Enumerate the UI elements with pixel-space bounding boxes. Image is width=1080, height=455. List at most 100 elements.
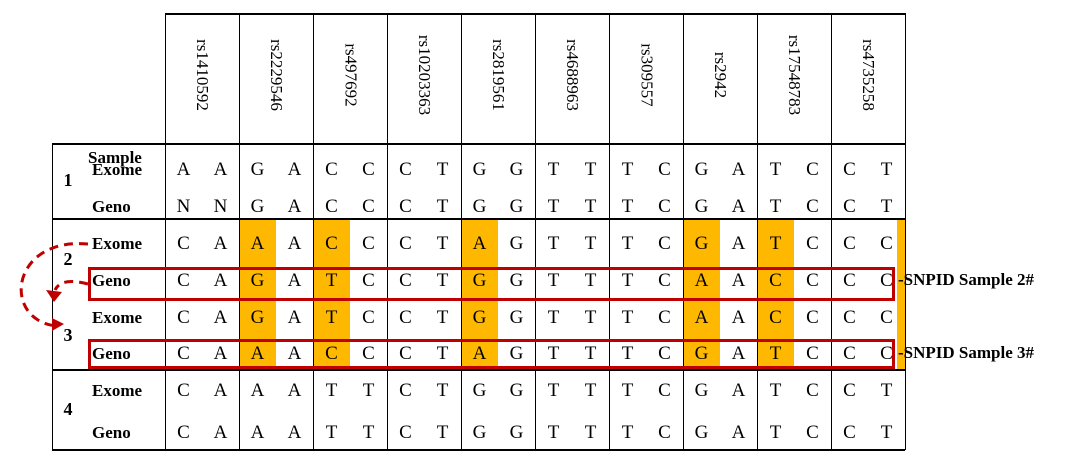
- row-type-label: Geno: [92, 423, 131, 442]
- allele-cell: T: [547, 159, 560, 180]
- allele-cell: C: [843, 422, 856, 443]
- highlight-edge: [897, 301, 905, 337]
- highlight-cell: [461, 265, 498, 301]
- allele-cell: G: [694, 196, 709, 217]
- allele-cell: C: [806, 307, 819, 328]
- allele-cell: N: [176, 196, 191, 217]
- allele-cell: A: [731, 270, 746, 291]
- allele-cell: C: [658, 422, 671, 443]
- allele-cell: T: [769, 159, 782, 180]
- highlight-cell: [461, 218, 498, 265]
- allele-cell: C: [880, 343, 893, 364]
- table-bottom-border: [52, 449, 905, 451]
- row-type-label: Exome: [92, 160, 143, 179]
- allele-cell: A: [213, 380, 228, 401]
- highlight-cell: [757, 301, 794, 337]
- column-divider: [165, 13, 166, 450]
- allele-cell: T: [325, 307, 338, 328]
- allele-cell: A: [250, 380, 265, 401]
- allele-cell: C: [362, 343, 375, 364]
- allele-cell: T: [880, 159, 893, 180]
- allele-cell: C: [843, 233, 856, 254]
- allele-cell: T: [621, 196, 634, 217]
- allele-cell: A: [213, 270, 228, 291]
- allele-cell: C: [325, 159, 338, 180]
- highlight-cell: [757, 337, 794, 369]
- arrowhead-icon: [52, 318, 64, 331]
- allele-cell: C: [880, 307, 893, 328]
- allele-cell: A: [694, 270, 709, 291]
- highlight-edge: [897, 265, 905, 301]
- allele-cell: C: [658, 343, 671, 364]
- allele-cell: C: [806, 159, 819, 180]
- allele-cell: G: [509, 422, 524, 443]
- allele-cell: C: [806, 422, 819, 443]
- allele-cell: T: [325, 270, 338, 291]
- allele-cell: C: [658, 270, 671, 291]
- allele-cell: A: [250, 343, 265, 364]
- allele-cell: T: [880, 380, 893, 401]
- allele-cell: C: [362, 307, 375, 328]
- allele-cell: G: [472, 422, 487, 443]
- allele-cell: C: [880, 233, 893, 254]
- allele-cell: T: [621, 380, 634, 401]
- row-type-label: Exome: [92, 234, 143, 253]
- allele-cell: T: [584, 196, 597, 217]
- column-divider: [905, 13, 906, 450]
- allele-cell: A: [731, 422, 746, 443]
- allele-cell: T: [547, 233, 560, 254]
- allele-cell: C: [843, 196, 856, 217]
- allele-cell: A: [472, 233, 487, 254]
- allele-cell: C: [362, 270, 375, 291]
- allele-cell: T: [880, 422, 893, 443]
- allele-cell: A: [287, 343, 302, 364]
- allele-cell: A: [287, 233, 302, 254]
- allele-cell: G: [250, 307, 265, 328]
- highlight-cell: [239, 301, 276, 337]
- allele-cell: A: [731, 233, 746, 254]
- allele-cell: G: [472, 270, 487, 291]
- highlight-cell: [683, 265, 720, 301]
- allele-cell: G: [250, 159, 265, 180]
- allele-cell: T: [584, 307, 597, 328]
- allele-cell: G: [694, 380, 709, 401]
- sample-number: 4: [63, 399, 73, 419]
- allele-cell: G: [250, 196, 265, 217]
- group-divider: [52, 218, 905, 220]
- sample-number: 2: [63, 249, 73, 269]
- allele-cell: G: [694, 422, 709, 443]
- allele-cell: C: [843, 307, 856, 328]
- geno-row-highlight-box: [88, 339, 895, 369]
- allele-cell: A: [287, 380, 302, 401]
- allele-cell: T: [436, 380, 449, 401]
- allele-cell: A: [213, 307, 228, 328]
- snpid-callout: -SNPID Sample 2#: [898, 270, 1035, 289]
- allele-cell: T: [584, 270, 597, 291]
- allele-cell: G: [472, 196, 487, 217]
- allele-cell: T: [547, 307, 560, 328]
- allele-cell: A: [694, 307, 709, 328]
- row-type-label: Exome: [92, 308, 143, 327]
- allele-cell: C: [177, 343, 190, 364]
- allele-cell: T: [584, 380, 597, 401]
- allele-cell: C: [399, 159, 412, 180]
- header-bottom-border: [52, 143, 905, 145]
- allele-cell: T: [769, 343, 782, 364]
- allele-cell: C: [399, 343, 412, 364]
- highlight-cell: [757, 265, 794, 301]
- allele-cell: C: [806, 196, 819, 217]
- allele-cell: A: [731, 159, 746, 180]
- allele-cell: A: [250, 233, 265, 254]
- allele-cell: C: [177, 422, 190, 443]
- column-divider: [239, 13, 240, 450]
- allele-cell: T: [547, 196, 560, 217]
- allele-cell: G: [509, 270, 524, 291]
- column-divider: [757, 13, 758, 450]
- column-divider: [831, 13, 832, 450]
- allele-cell: A: [213, 343, 228, 364]
- allele-cell: T: [325, 422, 338, 443]
- allele-cell: C: [362, 196, 375, 217]
- allele-cell: T: [547, 422, 560, 443]
- allele-cell: T: [362, 380, 375, 401]
